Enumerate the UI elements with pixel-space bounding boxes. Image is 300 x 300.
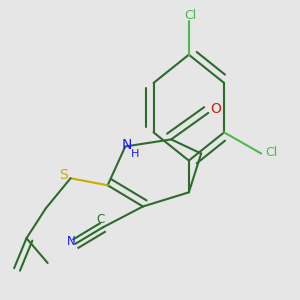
Text: Cl: Cl bbox=[266, 146, 278, 159]
Text: H: H bbox=[131, 148, 140, 158]
Text: S: S bbox=[59, 168, 68, 182]
Text: C: C bbox=[97, 213, 105, 226]
Text: N: N bbox=[67, 235, 76, 248]
Text: Cl: Cl bbox=[184, 9, 196, 22]
Text: O: O bbox=[211, 102, 221, 116]
Text: N: N bbox=[121, 138, 131, 152]
